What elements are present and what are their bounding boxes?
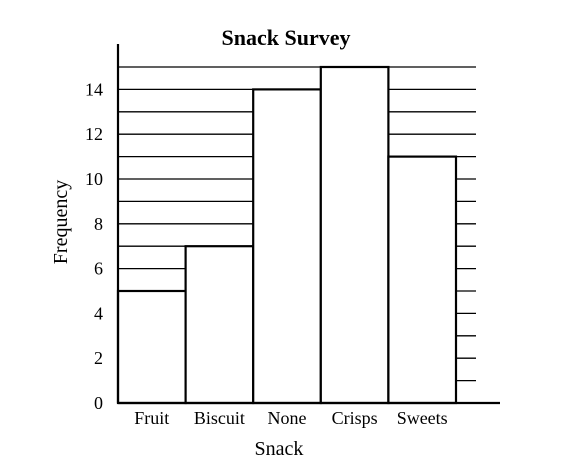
y-tick-label: 4 xyxy=(94,303,103,323)
bar-crisps xyxy=(319,65,390,405)
x-labels: Fruit Biscuit None Crisps Sweets xyxy=(134,408,447,428)
y-tick-label: 2 xyxy=(94,348,103,368)
y-tick-label: 6 xyxy=(94,259,103,279)
y-tick-label: 8 xyxy=(94,214,103,234)
axes xyxy=(116,44,500,405)
y-tick-label: 12 xyxy=(85,124,103,144)
y-tick-label: 10 xyxy=(85,169,103,189)
x-category-label: Biscuit xyxy=(194,408,245,428)
bars xyxy=(116,65,458,405)
bar-fruit xyxy=(116,289,187,405)
chart-title: Snack Survey xyxy=(222,25,351,50)
bar-sweets xyxy=(387,155,458,405)
x-axis-label: Snack xyxy=(255,438,304,460)
bar-biscuit xyxy=(184,245,255,405)
x-category-label: Crisps xyxy=(332,408,378,428)
y-tick-label: 14 xyxy=(85,79,103,99)
x-category-label: Fruit xyxy=(134,408,169,428)
bar-none xyxy=(252,88,322,405)
y-axis-label: Frequency xyxy=(50,180,72,264)
y-tick-label: 0 xyxy=(94,393,103,413)
y-ticks: 0 2 4 6 8 10 12 14 xyxy=(85,79,103,413)
x-category-label: None xyxy=(268,408,307,428)
x-category-label: Sweets xyxy=(397,408,448,428)
